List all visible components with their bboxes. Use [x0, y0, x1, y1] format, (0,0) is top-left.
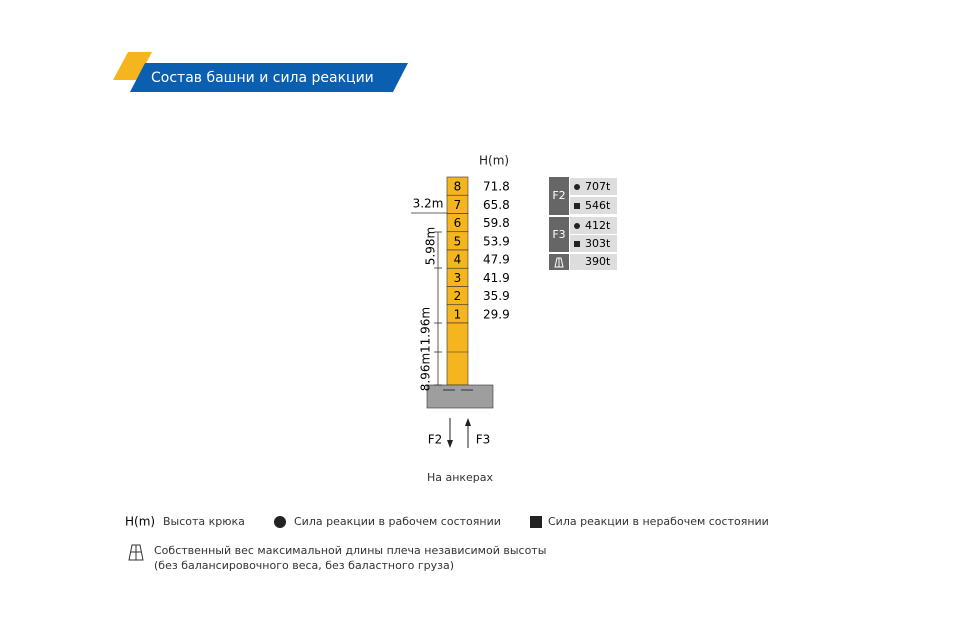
force-label: F2	[552, 189, 565, 202]
section-height: 41.9	[483, 271, 510, 285]
legend-text: Собственный вес максимальной длины плеча…	[154, 544, 546, 557]
caption: На анкерах	[427, 471, 494, 484]
section-height: 35.9	[483, 289, 510, 303]
section-height: 53.9	[483, 234, 510, 248]
header-bar	[130, 63, 408, 92]
section-height: 47.9	[483, 253, 510, 267]
arrow-head	[447, 440, 453, 448]
non-working-icon	[574, 203, 580, 209]
section-label: 7	[454, 198, 462, 212]
non-working-icon	[574, 241, 580, 247]
section-label: 3	[454, 271, 462, 285]
force-value: 303t	[585, 237, 611, 250]
value-cell	[570, 197, 617, 214]
section-label: 8	[454, 180, 462, 194]
dimension-label: 5.98m	[424, 227, 438, 265]
section-height: 29.9	[483, 307, 510, 321]
force-value: 412t	[585, 219, 611, 232]
legend-text: Сила реакции в нерабочем состоянии	[548, 515, 769, 528]
section-height: 59.8	[483, 216, 510, 230]
force-value: 707t	[585, 180, 611, 193]
section-label: 2	[454, 289, 462, 303]
tower-sections: 8 71.8 7 65.8 6 59.8 5 53.9 4 47.9 3 41.9 2 35.9 1 29.9	[446, 176, 510, 324]
section-label: 1	[454, 307, 462, 321]
value-cell	[570, 254, 617, 270]
section-label: 4	[454, 253, 462, 267]
foundation	[426, 384, 494, 409]
force-label-cell	[549, 177, 569, 215]
lower-section	[446, 322, 469, 386]
force-value: 546t	[585, 199, 611, 212]
legend-working-icon	[274, 516, 286, 528]
section-height: 71.8	[483, 180, 510, 194]
force-value: 390t	[585, 255, 611, 268]
section-label: 6	[454, 216, 462, 230]
legend-symbol: H(m)	[125, 515, 155, 529]
weight-icon	[554, 257, 564, 268]
working-icon	[574, 184, 580, 190]
header-title: Состав башни и сила реакции	[151, 70, 374, 86]
arrow-label: F3	[476, 433, 491, 447]
legend-text: Высота крюка	[163, 515, 245, 528]
legend-text: Сила реакции в рабочем состоянии	[294, 515, 501, 528]
arrow-head	[465, 418, 471, 426]
force-label: F3	[552, 228, 565, 241]
value-cell	[570, 217, 617, 234]
legend-non-working-icon	[530, 516, 542, 528]
force-label-cell	[549, 217, 569, 252]
dimension-label: 3.2m	[413, 197, 444, 211]
legend-text: (без балансировочного веса, без баластно…	[154, 559, 454, 572]
value-cell	[570, 235, 617, 252]
dimension-ticks	[434, 231, 442, 386]
dimension-label: 11.96m	[419, 307, 433, 353]
section-label: 5	[454, 234, 462, 248]
section-height: 65.8	[483, 198, 510, 212]
working-icon	[574, 223, 580, 229]
dimension-label: 8.96m	[419, 353, 433, 391]
arrow-label: F2	[428, 433, 443, 447]
header-accent	[113, 52, 152, 80]
legend-weight-icon	[128, 544, 144, 561]
value-cell	[570, 178, 617, 195]
unit-label: H(m)	[479, 154, 509, 168]
